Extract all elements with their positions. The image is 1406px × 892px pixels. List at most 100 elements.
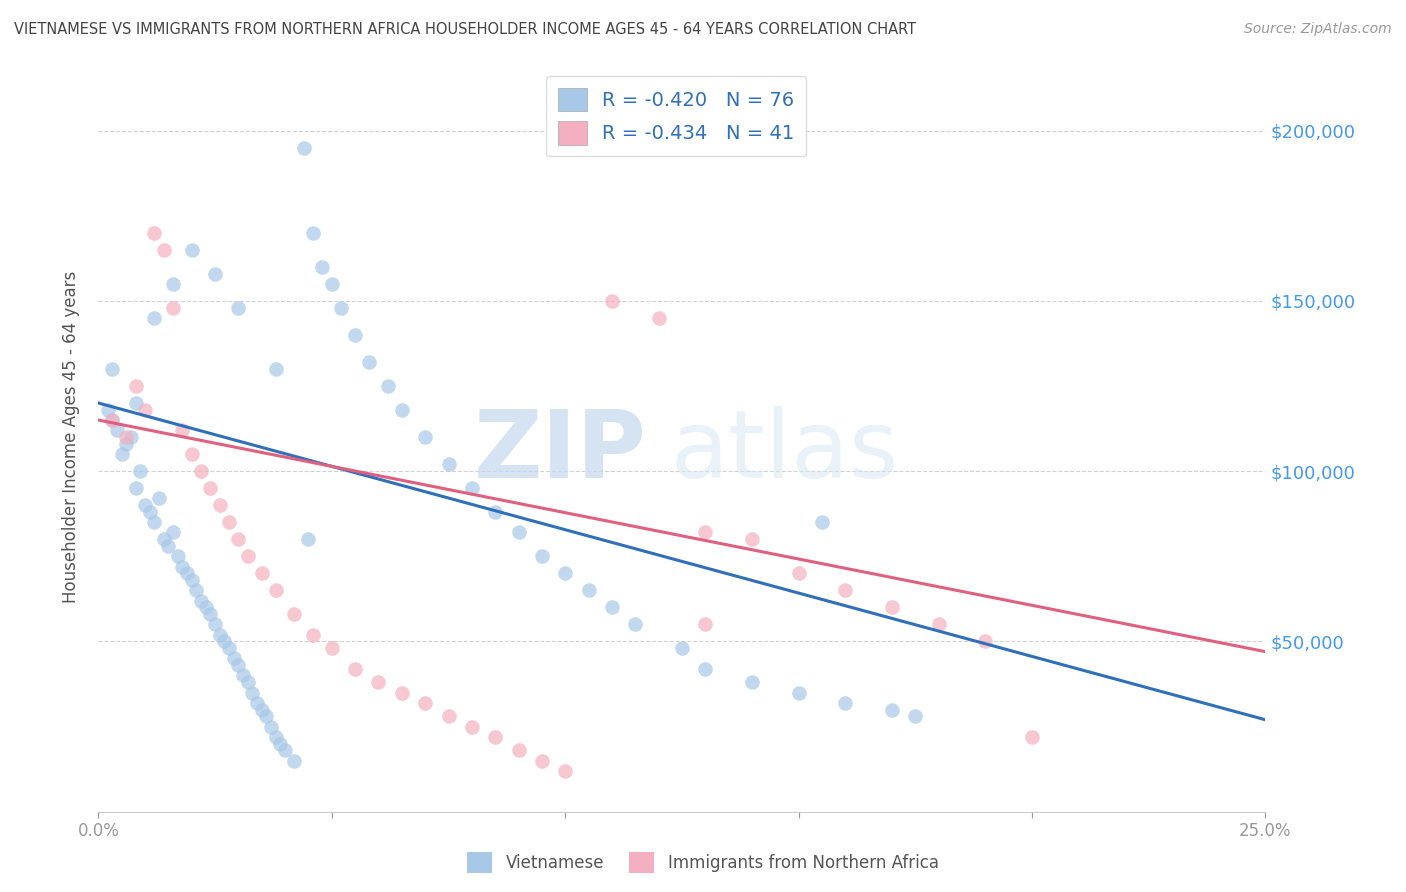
- Point: [344, 662, 367, 676]
- Point: [222, 651, 245, 665]
- Point: [152, 533, 174, 547]
- Y-axis label: Householder Income Ages 45 - 64 years: Householder Income Ages 45 - 64 years: [62, 271, 80, 603]
- Point: [218, 641, 240, 656]
- Point: [880, 600, 903, 615]
- Point: [194, 600, 217, 615]
- Point: [218, 515, 240, 529]
- Point: [624, 617, 647, 632]
- Point: [208, 498, 231, 512]
- Point: [162, 301, 184, 315]
- Point: [208, 627, 231, 641]
- Point: [297, 533, 319, 547]
- Point: [391, 685, 413, 699]
- Point: [162, 525, 184, 540]
- Point: [143, 310, 166, 325]
- Point: [186, 583, 208, 598]
- Point: [461, 481, 484, 495]
- Point: [172, 423, 194, 437]
- Point: [264, 362, 287, 376]
- Point: [200, 481, 222, 495]
- Point: [484, 730, 506, 744]
- Point: [484, 505, 506, 519]
- Point: [695, 662, 717, 676]
- Point: [437, 458, 460, 472]
- Text: atlas: atlas: [671, 406, 898, 498]
- Point: [461, 720, 484, 734]
- Point: [139, 505, 162, 519]
- Point: [204, 267, 226, 281]
- Point: [115, 437, 138, 451]
- Point: [834, 583, 856, 598]
- Point: [741, 533, 763, 547]
- Point: [148, 491, 170, 506]
- Point: [232, 668, 254, 682]
- Point: [250, 566, 273, 581]
- Point: [125, 396, 148, 410]
- Point: [200, 607, 222, 622]
- Point: [330, 301, 353, 315]
- Text: VIETNAMESE VS IMMIGRANTS FROM NORTHERN AFRICA HOUSEHOLDER INCOME AGES 45 - 64 YE: VIETNAMESE VS IMMIGRANTS FROM NORTHERN A…: [14, 22, 917, 37]
- Point: [134, 498, 156, 512]
- Point: [647, 310, 669, 325]
- Point: [269, 737, 291, 751]
- Point: [302, 226, 325, 240]
- Point: [166, 549, 188, 564]
- Point: [1021, 730, 1043, 744]
- Point: [101, 413, 124, 427]
- Point: [125, 379, 148, 393]
- Point: [134, 402, 156, 417]
- Point: [292, 140, 315, 154]
- Point: [115, 430, 138, 444]
- Point: [671, 641, 693, 656]
- Point: [787, 566, 810, 581]
- Point: [554, 764, 576, 778]
- Point: [129, 464, 152, 478]
- Text: ZIP: ZIP: [474, 406, 647, 498]
- Point: [256, 709, 278, 723]
- Point: [344, 327, 367, 342]
- Point: [176, 566, 198, 581]
- Point: [204, 617, 226, 632]
- Point: [695, 617, 717, 632]
- Point: [125, 481, 148, 495]
- Point: [437, 709, 460, 723]
- Point: [302, 627, 325, 641]
- Point: [904, 709, 927, 723]
- Point: [530, 549, 553, 564]
- Point: [180, 573, 202, 587]
- Point: [578, 583, 600, 598]
- Point: [242, 685, 264, 699]
- Point: [236, 675, 259, 690]
- Point: [111, 447, 134, 461]
- Point: [246, 696, 269, 710]
- Point: [274, 743, 297, 757]
- Legend: R = -0.420   N = 76, R = -0.434   N = 41: R = -0.420 N = 76, R = -0.434 N = 41: [546, 76, 807, 156]
- Point: [143, 515, 166, 529]
- Point: [101, 362, 124, 376]
- Point: [391, 402, 413, 417]
- Point: [283, 754, 305, 768]
- Point: [321, 277, 343, 291]
- Point: [741, 675, 763, 690]
- Point: [180, 447, 202, 461]
- Point: [172, 559, 194, 574]
- Point: [974, 634, 997, 648]
- Legend: Vietnamese, Immigrants from Northern Africa: Vietnamese, Immigrants from Northern Afr…: [461, 846, 945, 880]
- Point: [97, 402, 120, 417]
- Point: [413, 696, 436, 710]
- Point: [143, 226, 166, 240]
- Point: [228, 533, 250, 547]
- Point: [600, 600, 623, 615]
- Point: [105, 423, 128, 437]
- Point: [190, 593, 212, 607]
- Point: [554, 566, 576, 581]
- Point: [530, 754, 553, 768]
- Point: [162, 277, 184, 291]
- Point: [413, 430, 436, 444]
- Point: [152, 243, 174, 257]
- Point: [214, 634, 236, 648]
- Point: [228, 301, 250, 315]
- Point: [928, 617, 950, 632]
- Point: [157, 539, 180, 553]
- Point: [190, 464, 212, 478]
